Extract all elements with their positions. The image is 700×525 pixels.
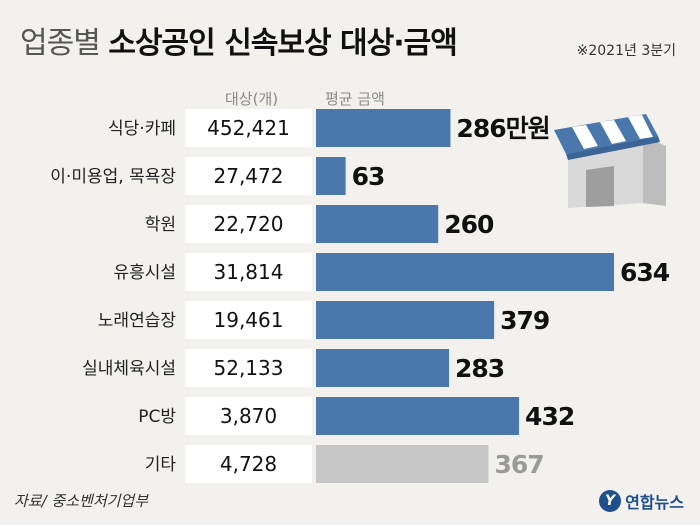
bar-value-label: 260 [444,210,494,239]
count-cell [185,445,312,483]
category-label: 학원 [145,215,176,235]
bar [316,397,520,435]
bar [316,301,495,339]
period-note: ※2021년 3분기 [576,43,676,59]
count-value: 19,461 [214,308,284,332]
count-value: 3,870 [220,404,277,428]
storefront-awning-icon [554,114,666,208]
category-label: 식당·카페 [108,119,176,139]
bar [316,205,439,243]
bar-value-label: 432 [525,402,574,431]
bar [316,349,450,387]
category-label: 유흥시설 [113,263,176,283]
title-light: 업종별 [20,26,101,61]
count-value: 22,720 [214,212,284,236]
bar [316,157,346,195]
count-column-header: 대상(개) [225,90,279,108]
category-label: 실내체육시설 [82,359,176,379]
category-label: 이·미용업, 목욕장 [50,167,176,187]
avg-column-header: 평균 금액 [325,90,385,108]
bar [316,109,451,147]
logo-brand: 연합뉴스 [625,493,684,512]
count-cell [185,253,312,291]
count-cell [185,109,312,147]
count-cell [185,349,312,387]
bar-value-label: 367 [495,450,544,479]
count-value: 31,814 [214,260,284,284]
bar-value-label: 63 [352,162,385,191]
category-label: PC방 [138,407,176,427]
count-value: 4,728 [220,452,277,476]
title-bold: 소상공인 신속보상 대상·금액 [108,26,457,61]
count-value: 27,472 [214,164,284,188]
chart-title: 업종별 소상공인 신속보상 대상·금액 [20,18,458,62]
category-label: 기타 [145,455,177,475]
category-label: 노래연습장 [98,311,177,331]
count-cell [185,157,312,195]
count-value: 52,133 [214,356,284,380]
bar-value-label: 634 [620,258,670,287]
count-value: 452,421 [207,116,290,140]
bar-value-label: 286만원 [456,114,549,143]
count-cell [185,301,312,339]
bar [316,445,489,483]
logo-mark: Y [599,490,622,512]
bar-value-label: 283 [455,354,504,383]
count-cell [185,205,312,243]
bar [316,253,614,291]
bar-value-label: 379 [500,306,549,335]
count-cell [185,397,312,435]
source-note: 자료/ 중소벤처기업부 [14,492,149,510]
yonhap-logo: Y 연합뉴스 [599,489,684,513]
